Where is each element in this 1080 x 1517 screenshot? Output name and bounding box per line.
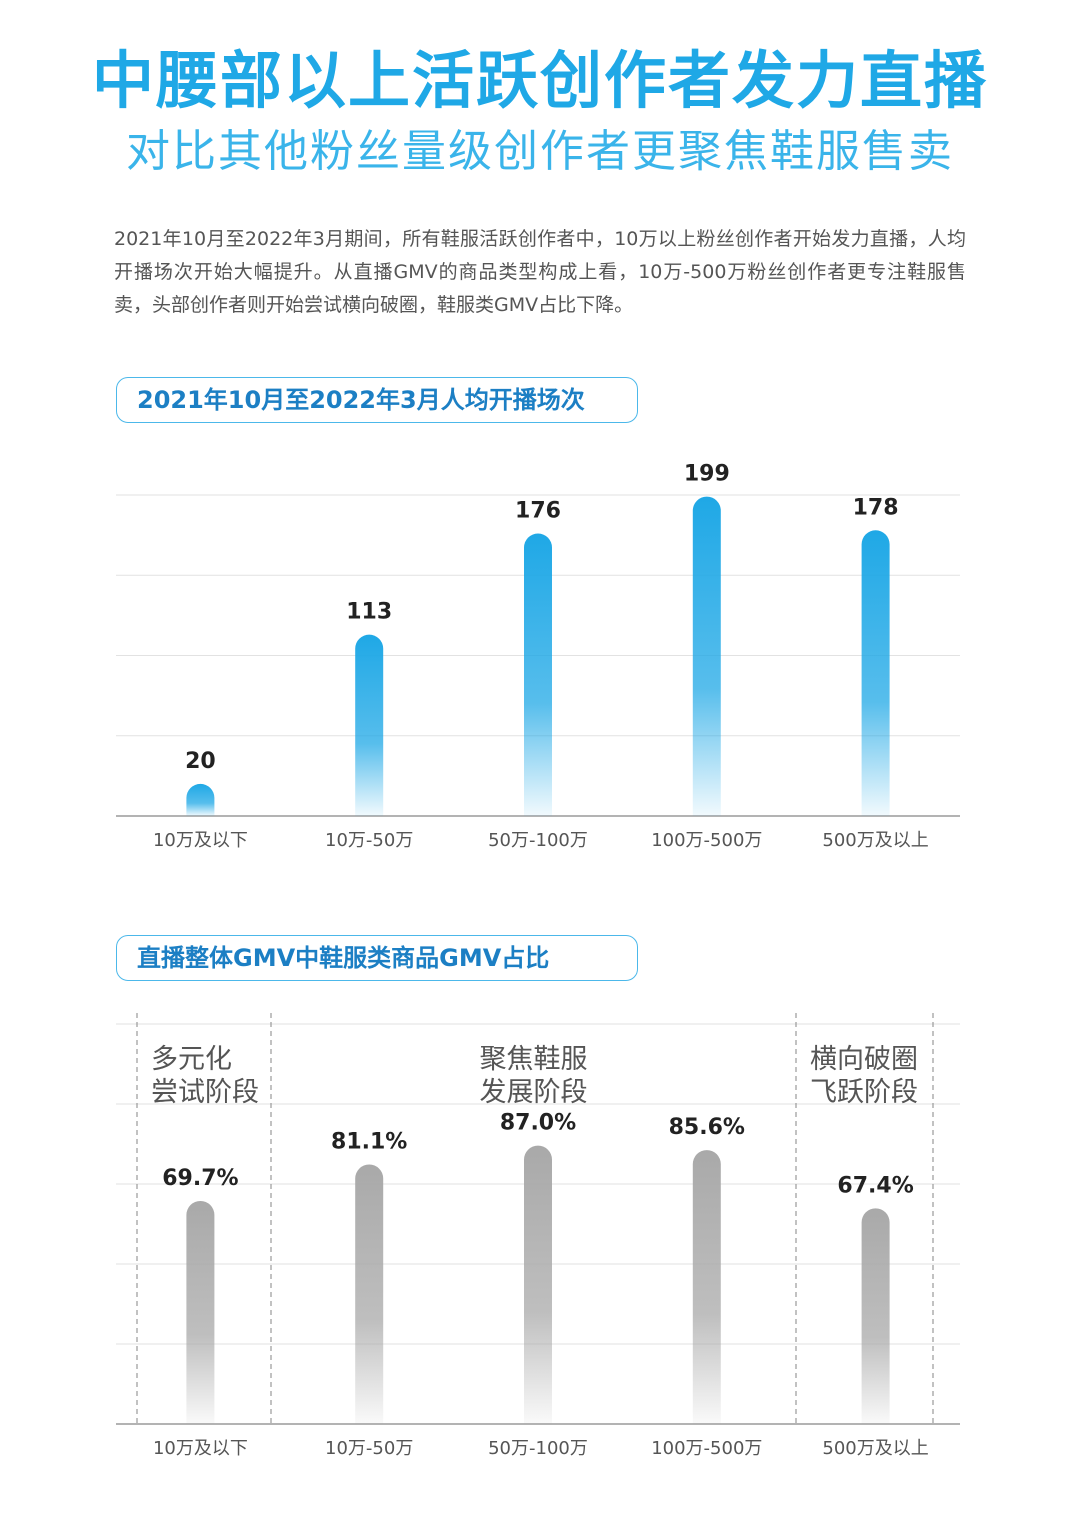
x-tick-label: 10万及以下 (153, 1438, 248, 1459)
bar-value-label: 81.1% (331, 1129, 407, 1154)
x-tick-label: 50万-100万 (488, 1438, 588, 1459)
bar (355, 1164, 384, 1424)
stage-label: 飞跃阶段 (810, 1077, 918, 1108)
bar (524, 533, 552, 816)
bar-value-label: 199 (684, 462, 730, 487)
stage-label: 发展阶段 (480, 1077, 588, 1108)
x-tick-label: 100万-500万 (651, 830, 762, 851)
x-tick-label: 50万-100万 (488, 830, 588, 851)
bar-value-label: 69.7% (162, 1166, 238, 1191)
section-title-broadcast-sessions: 2021年10月至2022年3月人均开播场次 (116, 377, 638, 423)
bar-value-label: 178 (853, 495, 899, 520)
x-tick-label: 500万及以上 (822, 830, 928, 851)
stage-label: 多元化 (151, 1044, 232, 1075)
bar (692, 1150, 721, 1424)
bar-value-label: 20 (185, 749, 216, 774)
stage-label: 聚焦鞋服 (480, 1044, 588, 1075)
x-tick-label: 10万-50万 (325, 830, 413, 851)
bar-value-label: 176 (515, 499, 561, 524)
bar-value-label: 87.0% (500, 1111, 576, 1136)
bar (861, 530, 890, 816)
bar-chart-broadcast-sessions: 20 10万及以下 113 10万-50万 176 50万-100万 199 100万-500… (116, 462, 960, 851)
bar-value-label: 85.6% (669, 1115, 745, 1140)
x-tick-label: 10万及以下 (153, 830, 248, 851)
bar-value-label: 67.4% (837, 1173, 913, 1198)
bar (524, 1145, 552, 1424)
page-title: 中腰部以上活跃创作者发力直播 (91, 44, 988, 117)
bar (355, 634, 384, 816)
bar (861, 1208, 890, 1424)
x-tick-label: 500万及以上 (822, 1438, 928, 1459)
section-title-apparel-gmv-share: 直播整体GMV中鞋服类商品GMV占比 (116, 935, 638, 981)
intro-paragraph: 2021年10月至2022年3月期间，所有鞋服活跃创作者中，10万以上粉丝创作者… (114, 228, 966, 316)
page-subtitle: 对比其他粉丝量级创作者更聚焦鞋服售卖 (126, 126, 954, 177)
bar (186, 1200, 215, 1424)
x-tick-label: 10万-50万 (325, 1438, 413, 1459)
stage-label: 横向破圈 (810, 1044, 918, 1075)
x-tick-label: 100万-500万 (651, 1438, 762, 1459)
bar (186, 783, 215, 816)
bar (692, 496, 721, 816)
bar-value-label: 113 (346, 600, 392, 625)
stage-label: 尝试阶段 (151, 1077, 259, 1108)
